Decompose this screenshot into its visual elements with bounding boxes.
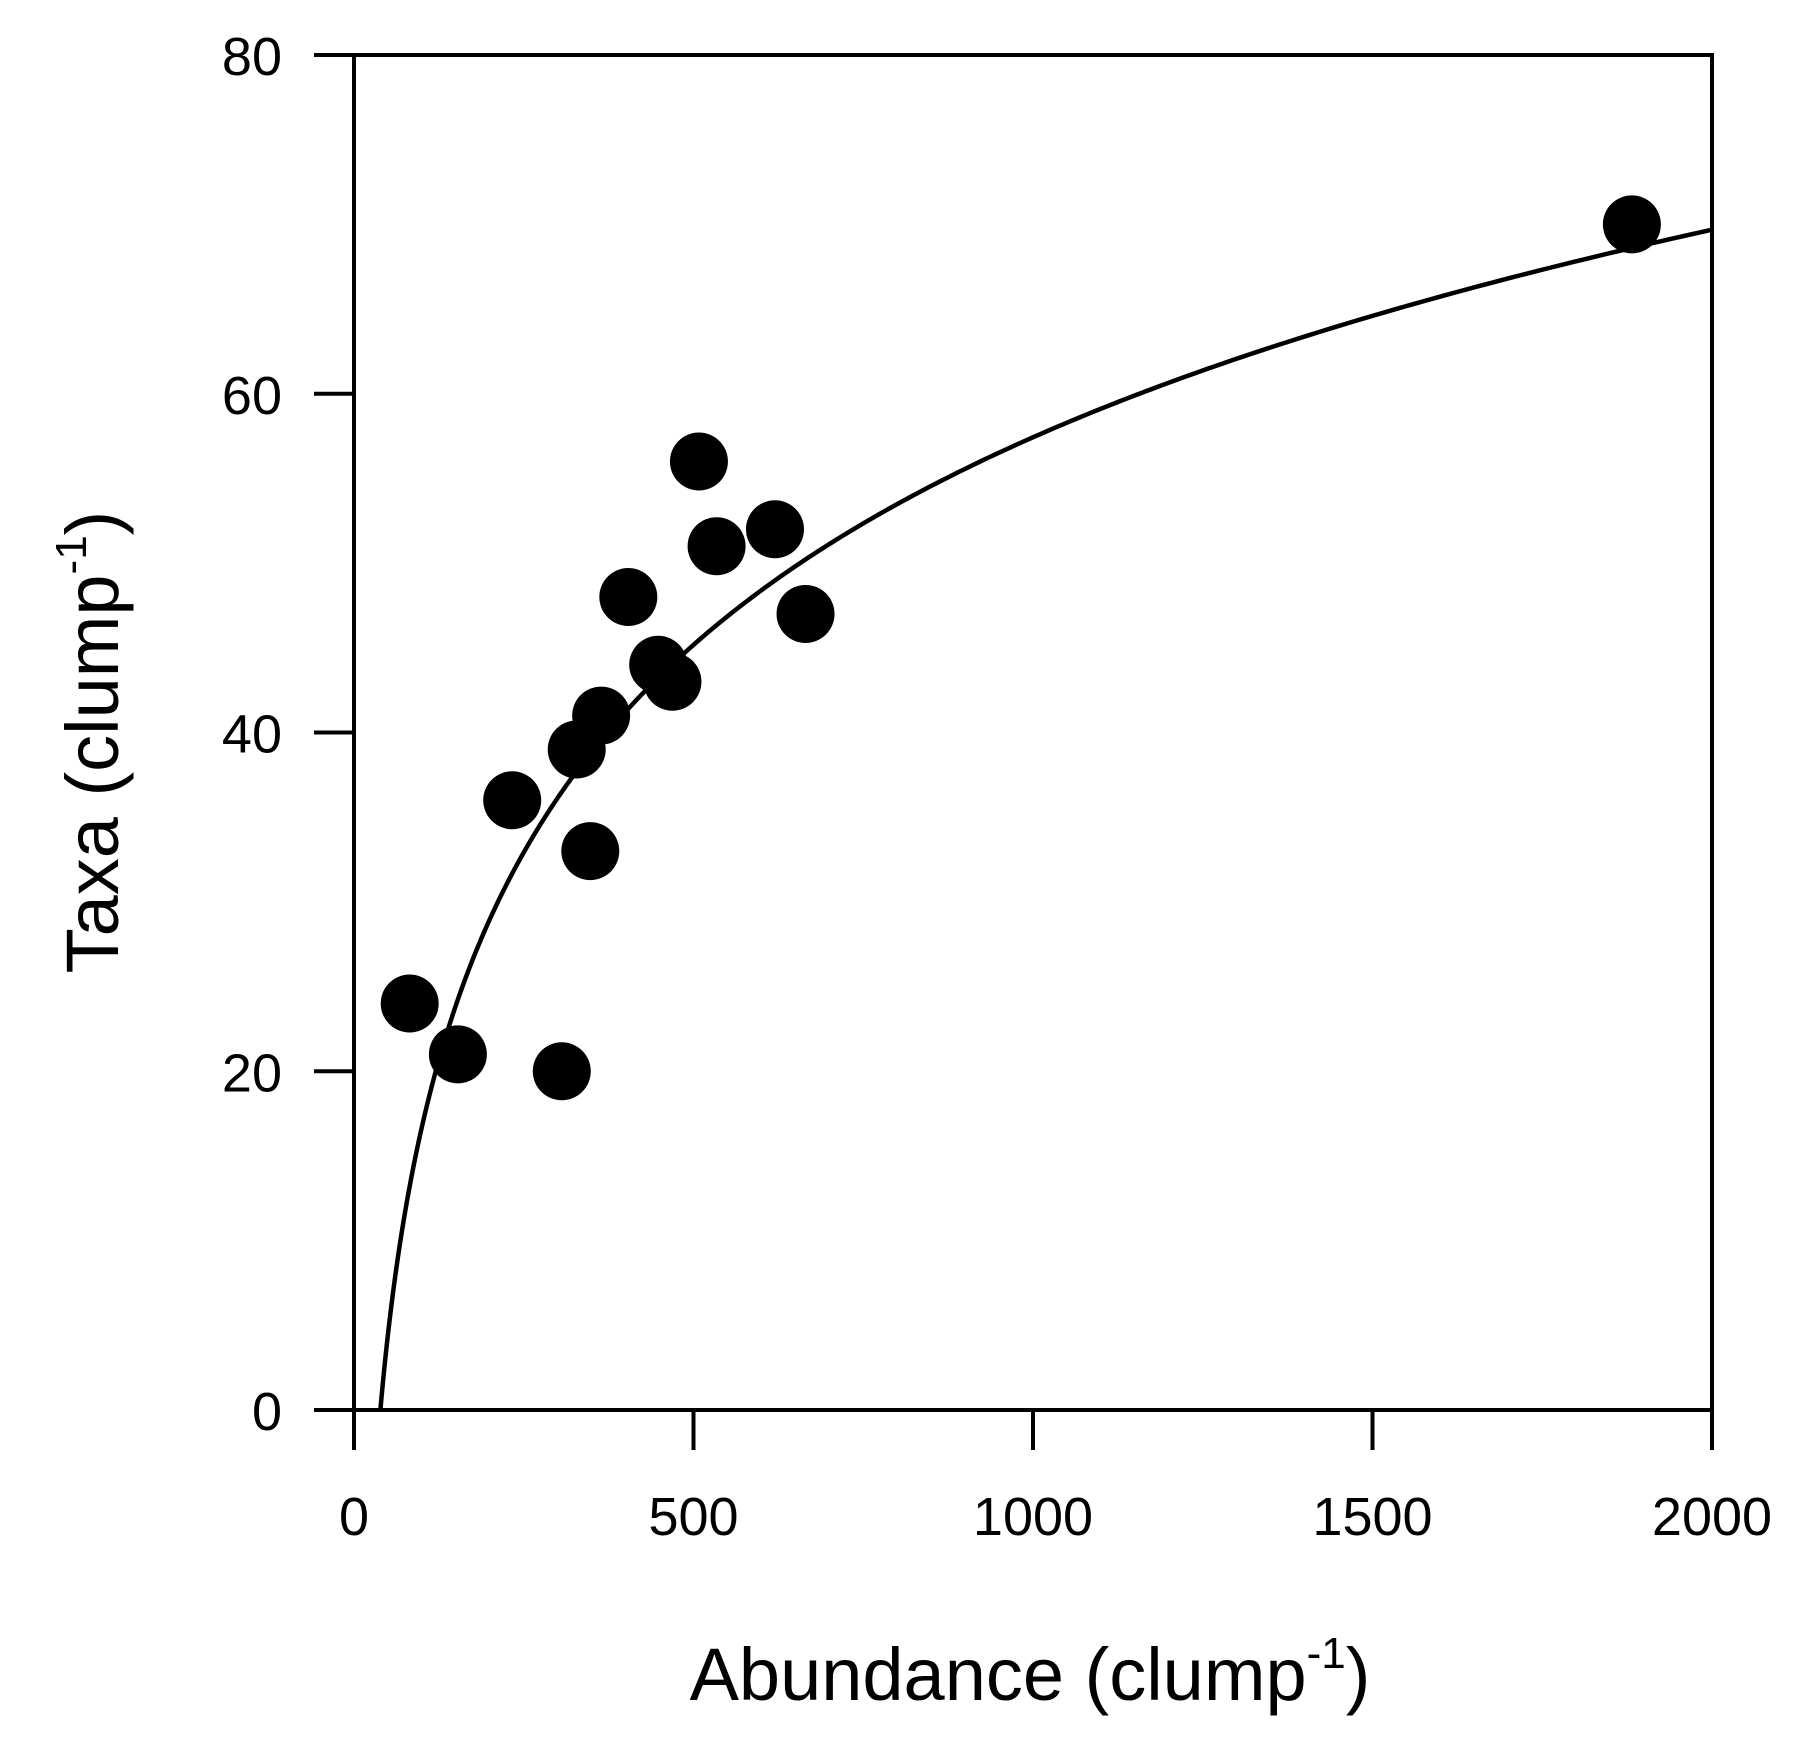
fit-curve — [378, 227, 1713, 1411]
data-point — [776, 584, 835, 643]
fit-curve-layer — [378, 227, 1713, 1411]
data-point — [599, 568, 658, 626]
y-tick-label: 20 — [222, 1043, 282, 1103]
data-point — [687, 517, 746, 576]
data-points-layer — [380, 195, 1661, 1101]
x-tick-label: 500 — [648, 1487, 738, 1547]
data-point — [380, 974, 439, 1033]
x-tick-label: 1500 — [1312, 1487, 1432, 1547]
axes-layer — [314, 53, 1714, 1450]
data-point — [643, 652, 702, 711]
data-point — [1602, 195, 1661, 254]
data-point — [572, 686, 631, 745]
data-point — [745, 500, 804, 559]
data-point — [532, 1042, 591, 1101]
data-point — [428, 1025, 487, 1084]
x-tick-label: 2000 — [1652, 1487, 1772, 1547]
data-point — [483, 771, 542, 830]
y-tick-label: 60 — [222, 366, 282, 426]
y-tick-label: 40 — [222, 705, 282, 765]
x-axis-title: Abundance (clump-1) — [690, 1629, 1371, 1716]
data-point — [669, 432, 728, 491]
data-point — [561, 822, 620, 881]
x-tick-label: 0 — [339, 1487, 369, 1547]
y-axis-title: Taxa (clump-1) — [47, 511, 134, 974]
x-tick-label: 1000 — [973, 1487, 1093, 1547]
tick-labels-layer: 0 20 40 60 80 0 500 1000 1500 2000 — [222, 27, 1772, 1547]
y-tick-label: 80 — [222, 27, 282, 87]
y-tick-label: 0 — [252, 1382, 282, 1442]
